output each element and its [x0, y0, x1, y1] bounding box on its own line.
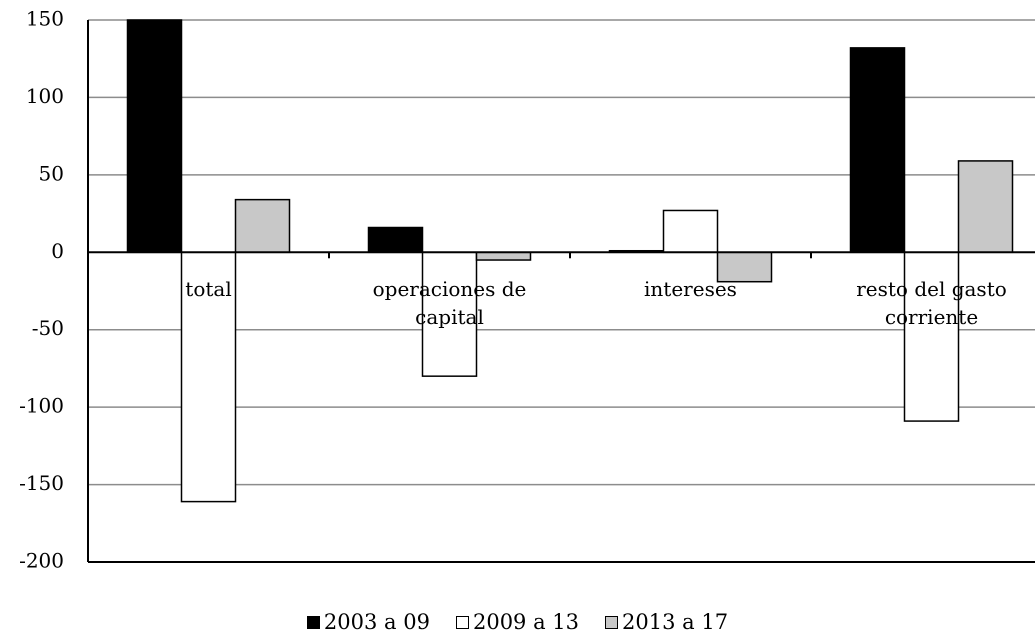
bar	[367, 226, 424, 254]
legend-swatch	[605, 615, 619, 629]
y-tick-label: -50	[32, 316, 64, 340]
bar	[957, 160, 1014, 254]
bar	[903, 251, 960, 422]
legend-item: 2009 a 13	[455, 610, 580, 634]
legend: 2003 a 09 2009 a 13 2013 a 17	[0, 610, 1035, 634]
bar	[126, 19, 183, 254]
legend-label: 2013 a 17	[622, 610, 729, 634]
y-tick-label: -100	[19, 394, 64, 418]
y-tick-label: -200	[19, 549, 64, 573]
y-tick-label: -150	[19, 471, 64, 495]
y-tick-label: 150	[26, 7, 64, 31]
bar	[475, 251, 532, 261]
y-tick-label: 50	[39, 161, 64, 185]
bar	[180, 251, 237, 503]
bar	[662, 209, 719, 254]
bar	[234, 198, 291, 254]
legend-item: 2013 a 17	[605, 610, 728, 634]
bar	[421, 251, 478, 377]
legend-label: 2009 a 13	[472, 610, 580, 634]
x-tick-label: intereses	[644, 277, 737, 302]
bar	[849, 47, 906, 254]
x-tick-label: operaciones de capital	[372, 277, 527, 330]
legend-item: 2003 a 09	[306, 610, 430, 634]
x-tick-label: total	[185, 277, 232, 302]
y-tick-label: 0	[51, 239, 64, 263]
x-tick-label: resto del gasto corriente	[856, 277, 1007, 330]
legend-swatch	[306, 615, 320, 629]
legend-label: 2003 a 09	[323, 610, 430, 634]
legend-swatch	[455, 615, 469, 629]
y-tick-label: 100	[26, 84, 64, 108]
